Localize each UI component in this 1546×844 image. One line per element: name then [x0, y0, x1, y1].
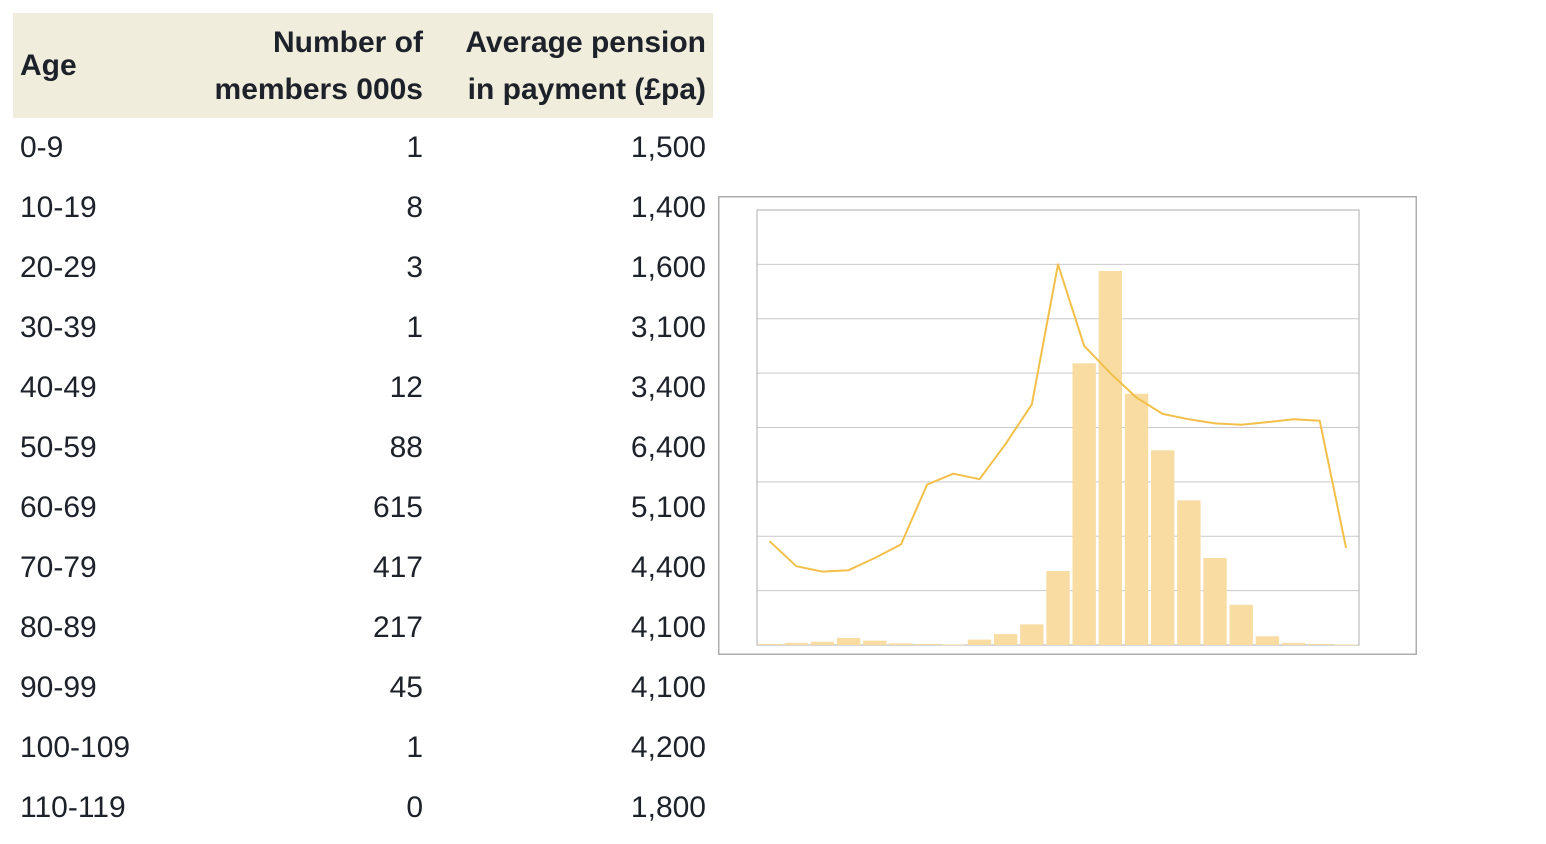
table-row: 40-49 12 3,400 [13, 358, 713, 418]
member-count-bar [863, 640, 887, 645]
members-cell: 217 [372, 611, 423, 644]
member-count-bar [889, 643, 913, 645]
table-row: 10-19 8 1,400 [13, 178, 713, 238]
age-column-header: Age [20, 49, 77, 82]
member-count-bar [993, 634, 1018, 646]
member-count-bar [1281, 642, 1306, 645]
pension-cell: 3,100 [630, 311, 706, 344]
members-cell: 12 [389, 371, 423, 404]
age-cell: 20-29 [20, 251, 97, 284]
chart-svg [718, 196, 1417, 655]
table-row: 70-79 417 4,400 [13, 538, 713, 598]
member-count-bar [1072, 363, 1096, 645]
member-count-bar [836, 637, 861, 645]
members-cell: 1 [406, 731, 423, 764]
pension-cell: 5,100 [630, 491, 706, 524]
members-cell: 417 [372, 551, 423, 584]
member-count-bar [1255, 636, 1280, 645]
pension-cell: 4,200 [630, 731, 706, 764]
pension-cell: 1,500 [630, 131, 706, 164]
table-row: 110-119 0 1,800 [13, 778, 713, 838]
members-cell: 8 [406, 191, 423, 224]
member-count-bar [1046, 571, 1070, 645]
members-pension-combo-chart [718, 196, 1417, 655]
members-cell: 0 [406, 791, 423, 824]
pension-cell: 3,400 [630, 371, 706, 404]
member-count-bar [1203, 558, 1227, 645]
pension-cell: 1,800 [630, 791, 706, 824]
age-cell: 100-109 [20, 731, 131, 764]
member-count-bar [1229, 604, 1253, 645]
table-row: 20-29 3 1,600 [13, 238, 713, 298]
age-cell: 40-49 [20, 371, 97, 404]
member-count-bar [758, 643, 782, 645]
age-cell: 30-39 [20, 311, 97, 344]
pension-cell: 4,100 [630, 611, 706, 644]
pension-cell: 4,100 [630, 671, 706, 704]
member-count-bar [1098, 270, 1123, 645]
table-row: 30-39 1 3,100 [13, 298, 713, 358]
table-row: 50-59 88 6,400 [13, 418, 713, 478]
age-cell: 110-119 [20, 791, 126, 824]
pension-cell: 4,400 [630, 551, 706, 584]
pension-cell: 1,600 [630, 251, 706, 284]
table-row: 100-109 1 4,200 [13, 718, 713, 778]
pension-cell: 6,400 [630, 431, 706, 464]
table-row: 80-89 217 4,100 [13, 598, 713, 658]
member-count-bar [915, 643, 939, 645]
table-row: 0-9 1 1,500 [13, 118, 713, 178]
table-row: 60-69 615 5,100 [13, 478, 713, 538]
member-count-bar [941, 644, 965, 645]
members-cell: 45 [389, 671, 423, 704]
member-count-bar [967, 639, 992, 645]
members-cell: 1 [406, 311, 423, 344]
table-row: 90-99 45 4,100 [13, 658, 713, 718]
age-cell: 80-89 [20, 611, 97, 644]
table-body: 0-9 1 1,500 10-19 8 1,400 20-29 3 1,600 30-39 1 3,1… [13, 118, 713, 838]
pension-table: Age Number of members 000s Average pensi… [13, 13, 713, 838]
member-count-bar [1124, 393, 1149, 645]
member-count-bar [810, 641, 835, 645]
members-cell: 88 [389, 431, 423, 464]
pension-column-header: Average pension in payment (£pa) [465, 25, 706, 106]
pension-cell: 1,400 [630, 191, 706, 224]
age-cell: 70-79 [20, 551, 97, 584]
members-cell: 615 [372, 491, 423, 524]
member-count-bar [1020, 624, 1044, 645]
member-count-bar [1334, 644, 1358, 645]
chart-outer-border [718, 196, 1417, 655]
member-count-bar [1151, 450, 1175, 645]
age-cell: 60-69 [20, 491, 97, 524]
members-cell: 3 [406, 251, 423, 284]
member-count-bar [784, 642, 808, 645]
table-header: Age Number of members 000s Average pensi… [13, 13, 713, 118]
member-count-bar [1308, 643, 1332, 645]
age-cell: 50-59 [20, 431, 97, 464]
members-column-header: Number of members 000s [214, 25, 423, 106]
member-count-bar [1177, 500, 1201, 645]
average-pension-line [769, 263, 1347, 573]
age-cell: 10-19 [20, 191, 97, 224]
members-cell: 1 [406, 131, 423, 164]
age-cell: 90-99 [20, 671, 97, 704]
age-cell: 0-9 [20, 131, 64, 164]
